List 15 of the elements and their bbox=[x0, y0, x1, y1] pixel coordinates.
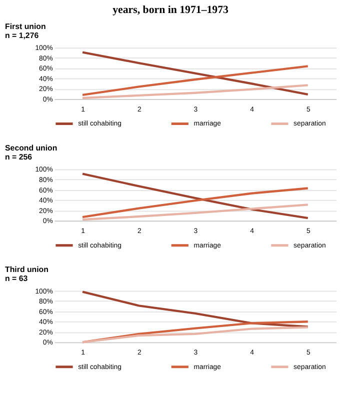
line-series bbox=[81, 290, 309, 328]
chart-title: Second union bbox=[5, 143, 58, 152]
chart-title: First union bbox=[5, 22, 46, 31]
line-series bbox=[81, 326, 309, 344]
line-series bbox=[81, 84, 309, 100]
line-series bbox=[81, 172, 309, 220]
line-series bbox=[81, 65, 309, 96]
chart-title: Third union bbox=[5, 265, 49, 274]
chart-subtitle: n = 63 bbox=[5, 274, 28, 283]
line-series bbox=[81, 187, 309, 218]
chart-subtitle: n = 256 bbox=[5, 152, 33, 162]
line-series bbox=[81, 51, 309, 96]
line-series bbox=[81, 204, 309, 221]
chart-subtitle: n = 1,276 bbox=[5, 30, 40, 40]
text: years, born in 1971–1973 bbox=[112, 4, 230, 16]
